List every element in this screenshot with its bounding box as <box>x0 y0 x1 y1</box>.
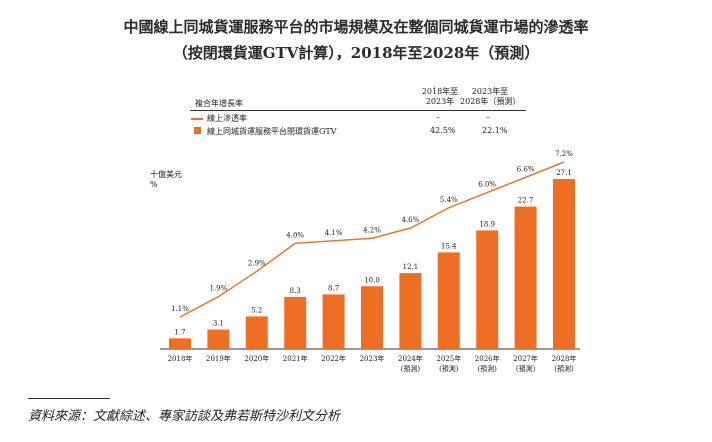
bar-value-label: 22.7 <box>518 197 534 205</box>
penetration-label: 4.1% <box>325 229 343 237</box>
x-tick-label: (預測) <box>554 364 574 373</box>
penetration-label: 4.0% <box>286 231 304 239</box>
x-tick-label: 2018年 <box>168 354 193 363</box>
legend-line-swatch <box>191 118 203 120</box>
penetration-label: 6.0% <box>478 181 496 189</box>
legend-label-gtv: 線上同城貨運服務平台閉環貨運GTV <box>207 127 337 136</box>
penetration-label: 6.6% <box>517 165 535 173</box>
x-tick-label: (預測) <box>439 364 459 373</box>
bar-value-label: 8.3 <box>290 287 301 295</box>
source-rule <box>28 398 110 399</box>
bar-5 <box>322 294 345 349</box>
x-tick-label: (預測) <box>401 364 421 373</box>
chart-title: 中國線上同城貨運服務平台的市場規模及在整個同城貨運市場的滲透率 <box>123 18 589 36</box>
source-note: 資料來源：文獻綜述、專家訪談及弗若斯特沙利文分析 <box>28 409 341 424</box>
x-tick-label: 2027年 <box>513 354 538 363</box>
penetration-label: 5.4% <box>440 196 458 204</box>
unit-label-percent: % <box>150 180 158 189</box>
table-cell-penetration-cagr1: – <box>436 113 440 122</box>
x-tick-label: 2021年 <box>283 354 308 363</box>
bar-1 <box>169 338 191 349</box>
col2-header: 2023年至 2028年（預測） <box>460 87 520 107</box>
bar-value-label: 10.0 <box>364 276 380 284</box>
x-tick-label: 2024年 <box>398 354 423 363</box>
table-header-label: 複合年增長率 <box>195 99 243 108</box>
bar-3 <box>245 316 268 349</box>
table-cell-gtv-cagr2: 22.1% <box>482 126 508 135</box>
bar-value-label: 15.4 <box>441 242 457 250</box>
col1-header-line2: 2023年 <box>425 97 455 106</box>
bar-value-label: 5.2 <box>251 306 262 314</box>
penetration-line <box>179 161 565 318</box>
x-tick-label: 2025年 <box>436 354 461 363</box>
penetration-label: 4.6% <box>402 216 420 224</box>
bar-value-label: 3.1 <box>213 320 224 328</box>
table-cell-gtv-cagr1: 42.5% <box>430 126 456 135</box>
table-rule <box>190 110 526 111</box>
col1-header: 2018年至 2023年 <box>410 87 470 107</box>
chart-subtitle: （按閉環貨運GTV計算），2018年至2028年（預測） <box>172 44 540 62</box>
x-tick-label: 2023年 <box>360 354 385 363</box>
unit-label: 十億美元 % <box>150 170 182 190</box>
bar-9 <box>476 230 499 349</box>
x-tick-label: 2022年 <box>321 354 346 363</box>
bar-8 <box>437 252 460 349</box>
bar-2 <box>207 329 230 349</box>
table-cell-penetration-cagr2: – <box>486 113 490 122</box>
bar-7 <box>399 273 422 349</box>
x-tick-label: (預測) <box>477 364 497 373</box>
penetration-label: 1.9% <box>210 285 228 293</box>
bar-value-label: 12.1 <box>403 263 419 271</box>
x-tick-label: (預測) <box>516 364 536 373</box>
bar-4 <box>284 296 307 349</box>
col2-header-line2: 2028年（預測） <box>460 97 521 106</box>
penetration-label: 2.9% <box>248 259 266 267</box>
penetration-label: 4.2% <box>363 226 381 234</box>
penetration-label: 1.1% <box>171 305 189 313</box>
bar-value-label: 8.7 <box>328 284 339 292</box>
bar-11 <box>553 179 575 349</box>
x-tick-label: 2020年 <box>244 354 269 363</box>
x-tick-label: 2019年 <box>206 354 231 363</box>
bar-value-label: 27.1 <box>556 169 572 177</box>
bar-6 <box>361 286 383 349</box>
penetration-label: 7.2% <box>555 150 573 158</box>
bar-value-label: 18.9 <box>479 220 495 228</box>
unit-label-billion-usd: 十億美元 <box>150 170 182 179</box>
x-tick-label: 2028年 <box>552 354 577 363</box>
bar-10 <box>514 206 537 349</box>
x-tick-label: 2026年 <box>475 354 500 363</box>
col2-header-line1: 2023年至 <box>471 87 509 96</box>
legend-label-penetration: 線上滲透率 <box>207 114 247 123</box>
bar-value-label: 1.7 <box>174 328 185 336</box>
col1-header-line1: 2018年至 <box>421 87 459 96</box>
legend-bar-swatch <box>194 127 201 134</box>
